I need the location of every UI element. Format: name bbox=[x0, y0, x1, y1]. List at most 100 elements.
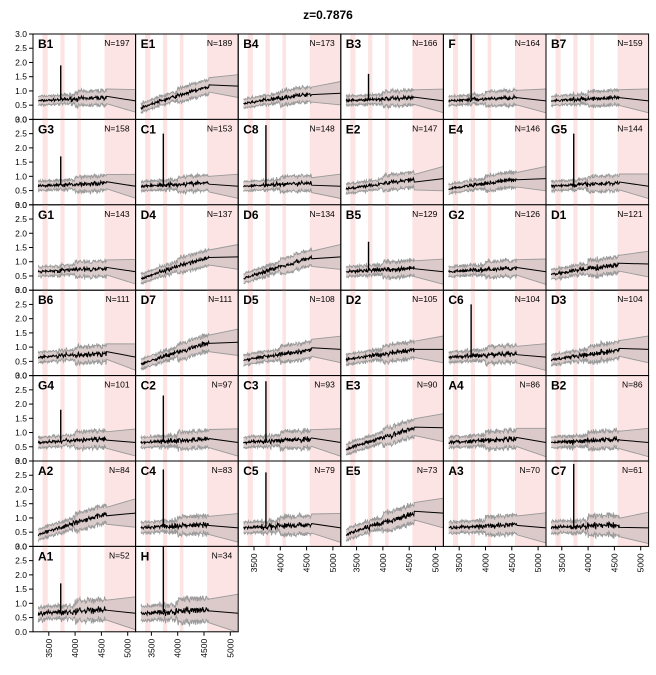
panel-c4: C4 N=83 bbox=[135, 460, 239, 547]
shaded-band bbox=[573, 290, 578, 376]
x-tick-label: 4000 bbox=[173, 639, 183, 658]
shaded-band bbox=[77, 204, 81, 291]
panel-count: N=93 bbox=[314, 380, 335, 390]
shaded-band bbox=[77, 290, 81, 376]
shaded-band bbox=[42, 375, 48, 461]
y-tick-label: 1.0 bbox=[15, 257, 27, 267]
shaded-band bbox=[145, 290, 151, 376]
envelope-upper bbox=[448, 257, 546, 270]
envelope-lower bbox=[550, 442, 649, 458]
shaded-band bbox=[179, 375, 184, 461]
mean-spectrum bbox=[448, 435, 546, 446]
x-tick-label: 4000 bbox=[275, 553, 285, 572]
x-tick-label: 5000 bbox=[636, 553, 646, 572]
shaded-band bbox=[145, 34, 151, 120]
envelope-upper bbox=[37, 173, 136, 184]
shaded-band bbox=[555, 461, 561, 547]
y-tick-label: 0.5 bbox=[15, 613, 27, 623]
panel-d1: D1 N=121 bbox=[545, 204, 650, 291]
y-tick-label: 2.5 bbox=[15, 470, 27, 480]
envelope-upper bbox=[243, 427, 341, 441]
shaded-band bbox=[384, 375, 389, 461]
envelope-lower bbox=[140, 91, 239, 115]
mean-spectrum bbox=[448, 265, 546, 274]
panel-label: C4 bbox=[141, 464, 157, 478]
shaded-band bbox=[573, 461, 578, 547]
shaded-band bbox=[265, 119, 270, 205]
envelope-upper bbox=[37, 498, 136, 531]
panel-frame bbox=[545, 460, 650, 547]
panel-count: N=148 bbox=[310, 123, 336, 133]
shaded-band bbox=[350, 119, 356, 205]
envelope-upper bbox=[37, 427, 136, 440]
panel-b4: B4 N=173 bbox=[237, 33, 342, 120]
envelope-lower bbox=[37, 357, 136, 371]
envelope-lower bbox=[140, 263, 239, 286]
x-tick-label: 3500 bbox=[454, 553, 464, 572]
panel-count: N=34 bbox=[212, 550, 233, 560]
shaded-band bbox=[247, 119, 253, 205]
shaded-band bbox=[282, 34, 287, 120]
mean-spectrum bbox=[243, 347, 341, 363]
envelope-upper bbox=[550, 335, 649, 357]
panel-label: F bbox=[448, 37, 455, 51]
shaded-band bbox=[145, 461, 151, 547]
panel-count: N=104 bbox=[617, 294, 643, 304]
shaded-band bbox=[247, 204, 253, 291]
x-tick-label: 3500 bbox=[557, 553, 567, 572]
y-tick-label: 2.0 bbox=[15, 314, 27, 324]
panel-d7: D7 N=111 bbox=[135, 289, 239, 377]
shaded-band bbox=[247, 290, 253, 376]
shaded-band bbox=[368, 461, 373, 547]
x-tick-label: 4000 bbox=[70, 639, 80, 658]
shaded-band bbox=[60, 375, 65, 461]
panel-d5: D5 N=108 bbox=[237, 289, 342, 377]
envelope bbox=[243, 513, 341, 543]
envelope-lower bbox=[448, 358, 546, 371]
shaded-band bbox=[470, 119, 475, 205]
panel-count: N=83 bbox=[212, 465, 233, 475]
panel-label: A1 bbox=[38, 549, 54, 563]
mean-spectrum bbox=[243, 254, 341, 280]
envelope bbox=[448, 427, 546, 457]
mean-spectrum bbox=[243, 521, 341, 531]
shaded-band bbox=[384, 204, 389, 291]
mean-spectrum bbox=[550, 347, 649, 362]
panel-label: E4 bbox=[448, 122, 463, 136]
shaded-band bbox=[470, 461, 475, 547]
envelope-upper bbox=[37, 342, 136, 355]
shaded-band bbox=[384, 461, 389, 547]
y-tick-label: 0.5 bbox=[15, 356, 27, 366]
mean-spectrum bbox=[243, 91, 341, 106]
y-tick-label: 0.5 bbox=[15, 186, 27, 196]
panel-count: N=147 bbox=[412, 123, 438, 133]
shaded-band bbox=[247, 461, 253, 547]
panel-count: N=164 bbox=[515, 38, 541, 48]
panel-c6: C6 N=104 bbox=[442, 289, 547, 377]
y-tick-label: 0.5 bbox=[15, 100, 27, 110]
panel-count: N=137 bbox=[207, 209, 233, 219]
mean-spectrum bbox=[140, 521, 239, 531]
shaded-band bbox=[350, 375, 356, 461]
mean-spectrum bbox=[243, 179, 341, 189]
panel-label: C5 bbox=[243, 464, 259, 478]
envelope-upper bbox=[243, 243, 341, 276]
envelope-upper bbox=[140, 74, 239, 106]
y-tick-label: 0.5 bbox=[15, 442, 27, 452]
panel-label: B4 bbox=[243, 37, 259, 51]
shaded-band bbox=[282, 204, 287, 291]
y-tick-label: 0.0 bbox=[15, 114, 27, 124]
y-tick-label: 0.5 bbox=[15, 271, 27, 281]
envelope-lower bbox=[243, 528, 341, 543]
shaded-band bbox=[368, 290, 373, 376]
envelope bbox=[551, 336, 649, 367]
x-tick-label: 4500 bbox=[507, 553, 517, 572]
shaded-band bbox=[384, 34, 389, 120]
shaded-band bbox=[42, 34, 48, 120]
shaded-band bbox=[487, 461, 492, 547]
y-tick-label: 2.5 bbox=[15, 214, 27, 224]
panel-count: N=70 bbox=[519, 465, 540, 475]
mean-spectrum bbox=[448, 350, 546, 361]
mean-spectrum bbox=[37, 179, 136, 189]
x-tick-label: 4500 bbox=[404, 553, 414, 572]
